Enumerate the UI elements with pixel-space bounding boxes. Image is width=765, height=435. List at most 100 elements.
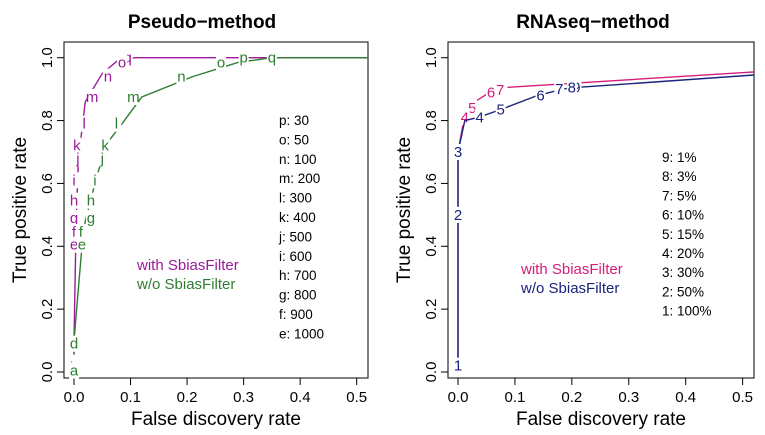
point-backdrop: [117, 54, 128, 71]
data-point-label: m: [127, 89, 140, 106]
data-point-label: 5: [497, 102, 505, 119]
point-backdrop: [467, 100, 478, 116]
legend: with SbiasFilter w/o SbiasFilter: [520, 261, 623, 297]
series-line: [73, 57, 368, 372]
annotation-list: 9: 1% 8: 3% 7: 5% 6: 10% 5: 15% 4: 20% 3: 30% 2…: [662, 150, 712, 319]
point-backdrop: [89, 172, 100, 189]
y-axis-label: True positive rate: [10, 137, 31, 283]
data-point-label: d: [70, 336, 78, 353]
point-backdrop: [85, 192, 96, 209]
y-tick-label: 0.4: [39, 236, 56, 257]
point-backdrop: [76, 236, 87, 253]
data-point-label: j: [75, 150, 79, 167]
panel-pseudo-method: Pseudo−method 0.0 0.1 0.2 0.3 0.4 0.5 0.00.20…: [10, 12, 369, 430]
x-tick-label: 0.3: [618, 389, 639, 406]
point-backdrop: [79, 115, 90, 132]
annotation-line: 2: 50%: [662, 284, 704, 299]
x-axis-label: False discovery rate: [131, 409, 301, 430]
legend-entry-without-filter: w/o SbiasFilter: [136, 276, 235, 293]
x-tick-label: 0.4: [290, 389, 311, 406]
data-point-label: a: [70, 362, 79, 379]
point-backdrop: [69, 172, 79, 189]
annotation-line: j: 500: [278, 229, 312, 244]
point-backdrop: [69, 236, 79, 253]
annotation-line: 6: 10%: [662, 208, 704, 223]
series-line: [73, 57, 368, 372]
x-tick-label: 0.4: [675, 389, 696, 406]
data-point-label: n: [104, 69, 112, 86]
data-point-label: p: [239, 50, 247, 67]
point-backdrop: [535, 87, 546, 104]
data-point-label: k: [73, 138, 81, 155]
point-backdrop: [72, 150, 83, 167]
y-tick-label: 0.2: [39, 299, 56, 320]
y-tick-label: 0.6: [423, 173, 440, 194]
point-backdrop: [69, 362, 79, 379]
legend-entry-with-filter: with SbiasFilter: [136, 257, 239, 274]
data-point-label: o: [118, 54, 126, 71]
point-backdrop: [100, 137, 111, 154]
data-point-label: g: [70, 210, 78, 227]
legend-entry-with-filter: with SbiasFilter: [520, 261, 623, 278]
point-backdrop: [216, 54, 226, 71]
point-backdrop: [85, 210, 96, 226]
data-point-label: o: [217, 54, 225, 71]
x-tick-label: 0.3: [233, 389, 254, 406]
annotation-line: k: 400: [279, 210, 316, 225]
data-point-label: n: [177, 69, 185, 86]
x-tick-label: 0.1: [120, 389, 141, 406]
annotation-line: f: 900: [279, 307, 313, 322]
chart-title: RNAseq−method: [516, 12, 670, 33]
point-backdrop: [69, 224, 79, 241]
point-backdrop: [474, 109, 485, 126]
panel-rnaseq-method: RNAseq−method 0.0 0.1 0.2 0.3 0.4 0.5 0.00.20…: [394, 12, 755, 430]
point-backdrop: [69, 335, 79, 352]
annotation-line: g: 800: [279, 288, 317, 303]
data-point-label: 3: [454, 144, 462, 161]
point-backdrop: [97, 150, 108, 167]
x-tick-label: 0.0: [448, 389, 469, 406]
point-backdrop: [566, 79, 577, 96]
legend-entry-without-filter: w/o SbiasFilter: [520, 280, 619, 297]
point-backdrop: [453, 357, 463, 374]
y-tick-label: 0.4: [423, 236, 440, 257]
annotation-line: 7: 5%: [662, 188, 697, 203]
data-point-label: q: [268, 50, 276, 67]
annotation-line: n: 100: [279, 152, 317, 167]
point-backdrop: [75, 224, 86, 241]
x-tick-label: 0.1: [504, 389, 525, 406]
x-axis: 0.0 0.1 0.2 0.3 0.4 0.5: [64, 378, 367, 406]
point-backdrop: [87, 89, 98, 105]
data-point-label: l: [115, 116, 118, 133]
y-axis: 0.0 0.2 0.4 0.6 0.8 1.0: [39, 47, 64, 382]
y-tick-label: 0.0: [423, 362, 440, 383]
y-tick-label: 0.0: [39, 362, 56, 383]
y-tick-label: 0.2: [423, 299, 440, 320]
x-tick-label: 0.0: [64, 389, 85, 406]
x-tick-label: 0.5: [346, 389, 367, 406]
annotation-line: m: 200: [279, 171, 320, 186]
plot-area: qponmlkjihgfedcbaqponmlkjihgfedcba: [69, 49, 368, 379]
x-tick-label: 0.2: [177, 389, 198, 406]
data-point-label: e: [78, 237, 86, 254]
data-point-label: j: [100, 150, 104, 167]
data-point-label: 8: [568, 80, 576, 97]
y-axis: 0.0 0.2 0.4 0.6 0.8 1.0: [423, 47, 448, 382]
chart-title: Pseudo−method: [128, 12, 276, 33]
legend: with SbiasFilter w/o SbiasFilter: [136, 257, 239, 293]
x-tick-label: 0.2: [561, 389, 582, 406]
point-backdrop: [266, 49, 277, 66]
data-point-label: 6: [536, 87, 544, 104]
plot-frame: [63, 41, 369, 379]
data-point-label: f: [72, 224, 77, 241]
data-point-label: 1: [454, 358, 462, 375]
x-axis: 0.0 0.1 0.2 0.3 0.4 0.5: [448, 378, 753, 406]
annotation-line: 9: 1%: [662, 150, 697, 165]
data-point-label: 7: [555, 81, 563, 98]
point-backdrop: [238, 49, 249, 66]
data-point-label: g: [87, 210, 95, 227]
annotation-line: 5: 15%: [662, 227, 704, 242]
data-point-label: h: [70, 193, 78, 210]
annotation-list: p: 30 o: 50 n: 100 m: 200 l: 300 k: 400 j: 500…: [278, 113, 324, 341]
point-backdrop: [176, 68, 187, 85]
